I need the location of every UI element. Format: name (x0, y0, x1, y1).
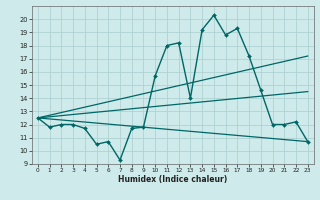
X-axis label: Humidex (Indice chaleur): Humidex (Indice chaleur) (118, 175, 228, 184)
